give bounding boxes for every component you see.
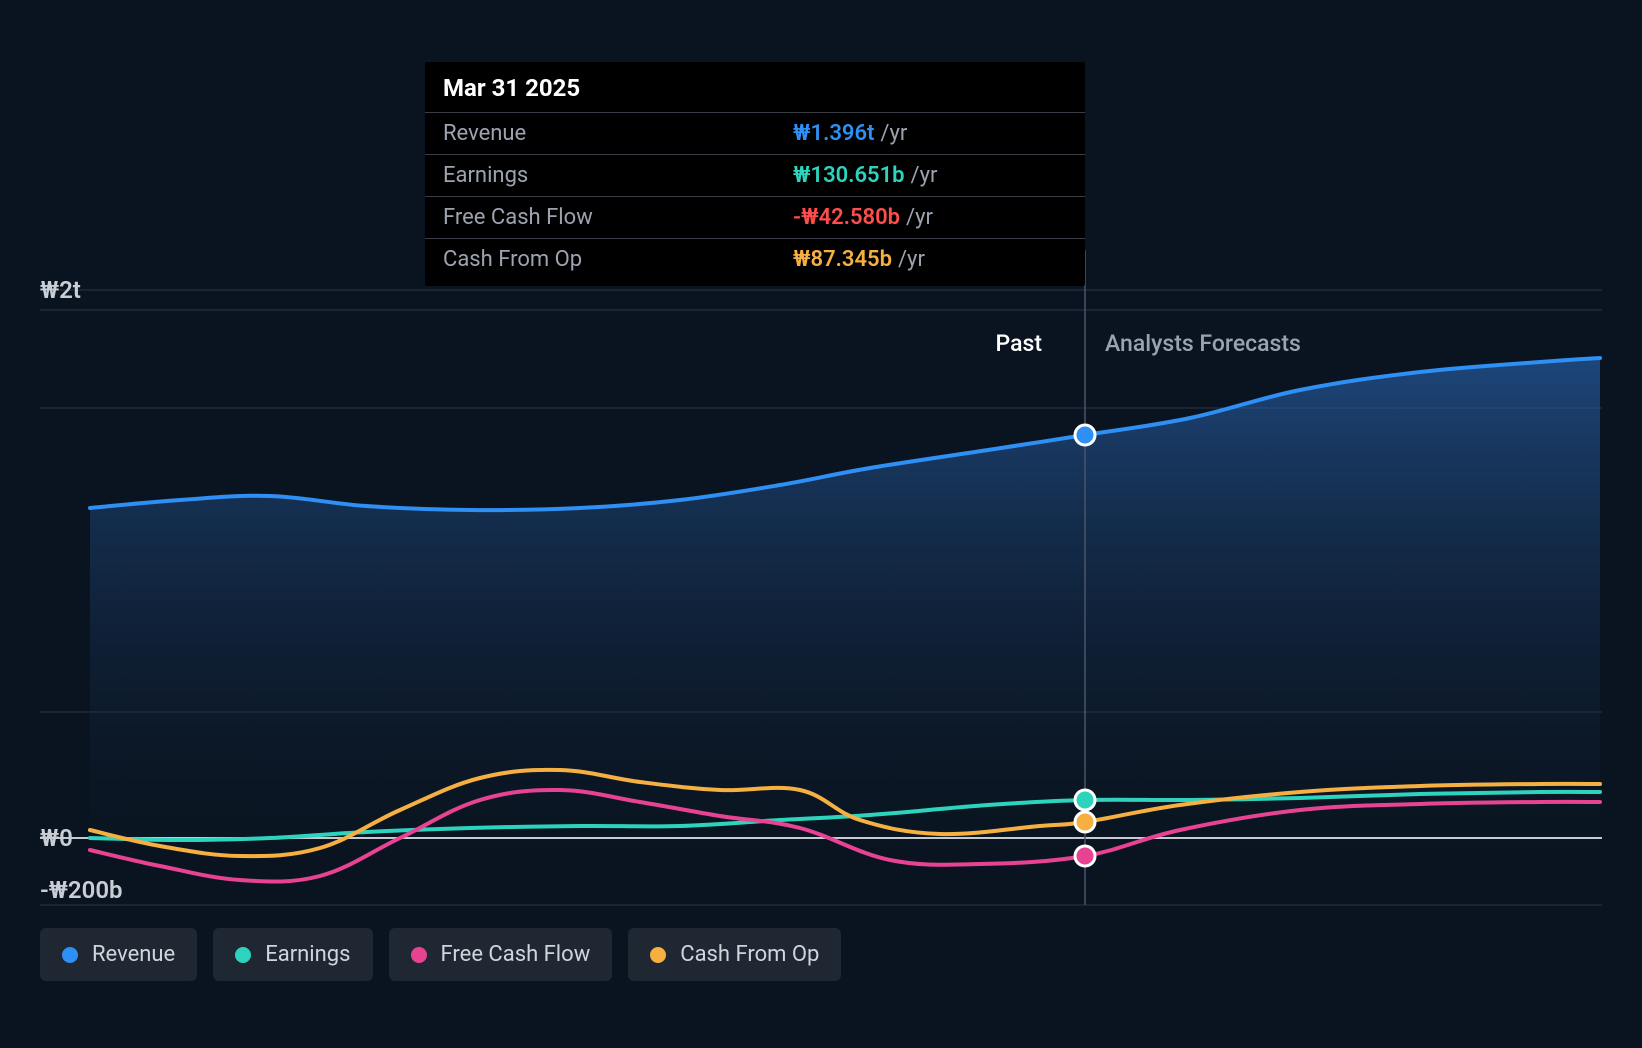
y-axis-label: -₩200b	[40, 876, 123, 904]
tooltip-value: ₩87.345b	[793, 247, 892, 272]
region-label-forecast: Analysts Forecasts	[1105, 330, 1301, 357]
legend-dot-icon	[62, 947, 78, 963]
legend-item-earnings[interactable]: Earnings	[213, 928, 372, 981]
legend-label: Cash From Op	[680, 942, 819, 967]
financial-chart: ₩2t₩0-₩200b2023202420252026 Past Analyst…	[0, 0, 1642, 1048]
legend-dot-icon	[411, 947, 427, 963]
tooltip-row-revenue: Revenue₩1.396t/yr	[425, 112, 1085, 154]
legend-label: Earnings	[265, 942, 350, 967]
legend-item-cfo[interactable]: Cash From Op	[628, 928, 841, 981]
tooltip-suffix: /yr	[898, 247, 925, 272]
tooltip-suffix: /yr	[911, 163, 938, 188]
tooltip-value: ₩1.396t	[793, 121, 874, 146]
legend-item-fcf[interactable]: Free Cash Flow	[389, 928, 613, 981]
tooltip-label: Earnings	[443, 163, 793, 188]
chart-legend: Revenue Earnings Free Cash Flow Cash From O…	[40, 928, 1602, 981]
tooltip-value: ₩130.651b	[793, 163, 905, 188]
tooltip-suffix: /yr	[880, 121, 907, 146]
revenue-marker	[1075, 425, 1095, 445]
legend-dot-icon	[650, 947, 666, 963]
tooltip-row-fcf: Free Cash Flow-₩42.580b/yr	[425, 196, 1085, 238]
tooltip-panel: Mar 31 2025 Revenue₩1.396t/yrEarnings₩13…	[425, 62, 1085, 286]
tooltip-label: Free Cash Flow	[443, 205, 793, 230]
tooltip-label: Revenue	[443, 121, 793, 146]
earnings-marker	[1075, 790, 1095, 810]
tooltip-suffix: /yr	[906, 205, 933, 230]
fcf-marker	[1075, 846, 1095, 866]
legend-item-revenue[interactable]: Revenue	[40, 928, 197, 981]
cfo-marker	[1075, 812, 1095, 832]
tooltip-label: Cash From Op	[443, 247, 793, 272]
tooltip-row-cfo: Cash From Op₩87.345b/yr	[425, 238, 1085, 280]
plot-area[interactable]: ₩2t₩0-₩200b2023202420252026 Past Analyst…	[40, 30, 1602, 910]
legend-label: Free Cash Flow	[441, 942, 591, 967]
tooltip-row-earnings: Earnings₩130.651b/yr	[425, 154, 1085, 196]
tooltip-date: Mar 31 2025	[425, 72, 1085, 112]
y-axis-label: ₩2t	[40, 276, 81, 304]
y-axis-label: ₩0	[40, 824, 73, 852]
region-label-past: Past	[996, 330, 1042, 357]
legend-dot-icon	[235, 947, 251, 963]
legend-label: Revenue	[92, 942, 175, 967]
tooltip-value: -₩42.580b	[793, 205, 900, 230]
